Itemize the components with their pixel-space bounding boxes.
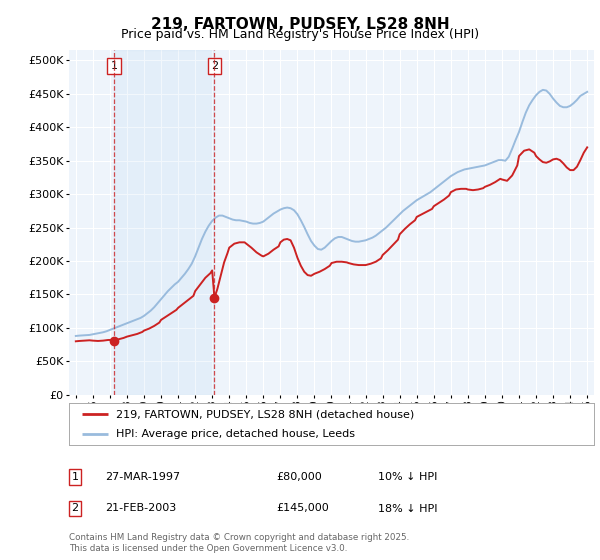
- Text: 2: 2: [71, 503, 79, 514]
- Text: £145,000: £145,000: [276, 503, 329, 514]
- Text: 219, FARTOWN, PUDSEY, LS28 8NH (detached house): 219, FARTOWN, PUDSEY, LS28 8NH (detached…: [116, 409, 415, 419]
- Text: 1: 1: [71, 472, 79, 482]
- Text: 1: 1: [110, 61, 118, 71]
- Text: 2: 2: [211, 61, 218, 71]
- Text: 21-FEB-2003: 21-FEB-2003: [105, 503, 176, 514]
- Text: 219, FARTOWN, PUDSEY, LS28 8NH: 219, FARTOWN, PUDSEY, LS28 8NH: [151, 17, 449, 31]
- Text: Price paid vs. HM Land Registry's House Price Index (HPI): Price paid vs. HM Land Registry's House …: [121, 28, 479, 41]
- Text: 18% ↓ HPI: 18% ↓ HPI: [378, 503, 437, 514]
- Text: 27-MAR-1997: 27-MAR-1997: [105, 472, 180, 482]
- Text: 10% ↓ HPI: 10% ↓ HPI: [378, 472, 437, 482]
- Text: Contains HM Land Registry data © Crown copyright and database right 2025.
This d: Contains HM Land Registry data © Crown c…: [69, 534, 409, 553]
- Text: £80,000: £80,000: [276, 472, 322, 482]
- Bar: [114, 50, 214, 395]
- Text: HPI: Average price, detached house, Leeds: HPI: Average price, detached house, Leed…: [116, 429, 355, 438]
